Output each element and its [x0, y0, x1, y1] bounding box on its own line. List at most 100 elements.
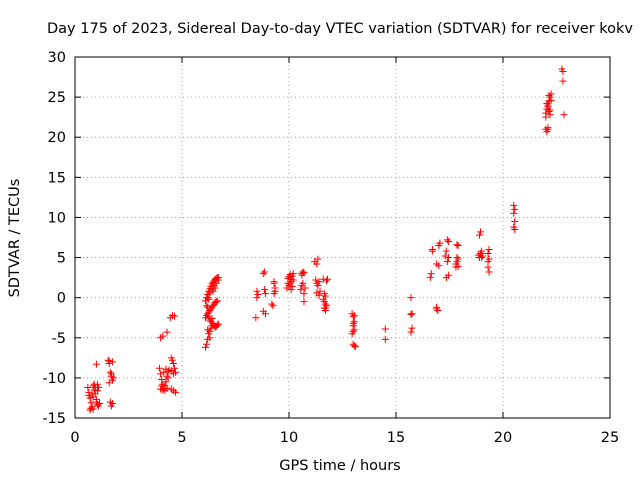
data-point [545, 108, 553, 116]
data-point [270, 278, 278, 286]
data-point [108, 400, 116, 408]
data-point [454, 242, 462, 250]
y-tick-label: 10 [48, 210, 66, 226]
data-point [441, 252, 449, 260]
data-point [407, 311, 415, 319]
data-point [313, 260, 321, 268]
data-point [95, 384, 103, 392]
data-point [408, 310, 416, 318]
x-tick-label: 0 [70, 430, 79, 446]
data-point [559, 77, 567, 85]
data-point [107, 370, 115, 378]
data-point [93, 387, 101, 395]
data-point [300, 290, 308, 298]
data-point [314, 255, 322, 263]
data-point [92, 398, 100, 406]
data-point [158, 382, 166, 390]
y-tick-label: -5 [52, 331, 66, 347]
data-point [169, 370, 177, 378]
data-point [268, 300, 276, 308]
data-point [546, 93, 554, 101]
data-point [433, 305, 441, 313]
data-point [435, 262, 443, 270]
data-point [547, 96, 555, 104]
data-point [427, 270, 435, 278]
data-point [214, 276, 222, 284]
y-tick-label: -10 [42, 371, 66, 387]
data-point [208, 286, 216, 294]
data-point [511, 205, 519, 213]
data-point [434, 307, 442, 315]
data-point [212, 298, 220, 306]
data-point [544, 125, 552, 133]
data-point [205, 295, 213, 303]
data-point [485, 268, 493, 276]
data-point [478, 254, 486, 262]
data-point [289, 270, 297, 278]
data-point [261, 290, 269, 298]
y-tick-label: 30 [48, 50, 66, 66]
data-point [208, 315, 216, 323]
data-point [300, 298, 308, 306]
data-point [89, 405, 97, 413]
x-tick-label: 5 [177, 430, 186, 446]
data-point [85, 392, 93, 400]
data-point [284, 279, 292, 287]
data-point [407, 328, 415, 336]
data-point [286, 270, 294, 278]
y-tick-label: 15 [48, 170, 66, 186]
grid [75, 57, 610, 418]
data-point [319, 275, 327, 283]
data-point [163, 372, 171, 380]
data-point [350, 342, 358, 350]
data-point [484, 250, 492, 258]
data-point [299, 268, 307, 276]
data-point [322, 277, 330, 285]
data-point [442, 247, 450, 255]
data-point [350, 326, 358, 334]
data-point [510, 209, 518, 217]
x-axis-label: GPS time / hours [279, 458, 400, 474]
y-tick-labels: -15 -10 -5 0 5 10 15 20 25 30 [42, 50, 66, 427]
data-point [163, 328, 171, 336]
data-point [407, 294, 415, 302]
data-point [204, 294, 212, 302]
data-point [92, 360, 100, 368]
data-point [260, 286, 268, 294]
data-point [321, 304, 329, 312]
data-point [252, 314, 260, 322]
data-point [203, 340, 211, 348]
data-point [443, 236, 451, 244]
y-tick-label: 0 [57, 291, 66, 307]
data-point [172, 388, 180, 396]
data-point [436, 239, 444, 247]
data-point [349, 319, 357, 327]
data-point [314, 282, 322, 290]
data-point [426, 274, 434, 282]
data-points [84, 65, 568, 414]
data-point [453, 254, 461, 262]
data-point [86, 406, 94, 414]
data-point [315, 278, 323, 286]
data-point [105, 379, 113, 387]
data-point [485, 246, 493, 254]
data-point [477, 228, 485, 236]
data-point [84, 384, 92, 392]
data-point [163, 384, 171, 392]
data-point [444, 271, 452, 279]
data-point [213, 321, 221, 329]
data-point [213, 297, 221, 305]
data-point [320, 290, 328, 298]
plot-frame [74, 56, 611, 419]
data-point [202, 343, 210, 351]
data-point [110, 374, 118, 382]
data-point [297, 286, 305, 294]
data-point [171, 312, 179, 320]
data-point [168, 356, 176, 364]
data-point [207, 318, 215, 326]
data-point [169, 359, 177, 367]
data-point [315, 291, 323, 299]
data-point [254, 290, 262, 298]
data-point [349, 327, 357, 335]
data-point [542, 113, 550, 121]
